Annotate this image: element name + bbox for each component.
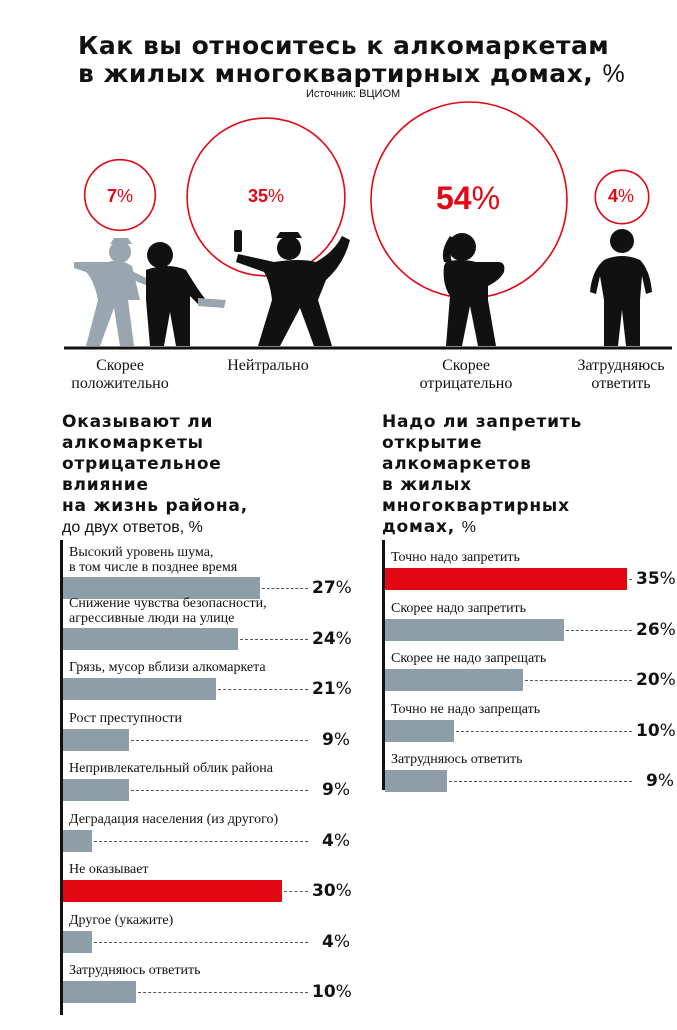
leader-line (262, 588, 308, 589)
happy-person-icon (74, 238, 150, 346)
bubble-neutral (186, 117, 346, 277)
bar (63, 880, 282, 902)
bubble-positive (83, 158, 157, 232)
bar-value: 9% (646, 771, 674, 791)
bar (63, 678, 217, 700)
caption-undecided: Затрудняюсь ответить (577, 357, 665, 392)
bar-value: 30% (312, 881, 352, 901)
influence-title: Оказывают ли алкомаркеты отрицательное в… (62, 412, 362, 538)
bar-value: 35% (636, 569, 676, 589)
leader-line (449, 781, 632, 782)
bar (385, 669, 523, 691)
undecided-person-icon (590, 229, 652, 346)
leader-line (456, 730, 632, 732)
leader-line (218, 689, 308, 690)
leader-line (130, 739, 308, 741)
bubble-label-neutral: 35% (247, 186, 285, 206)
leader-line (525, 680, 632, 681)
bar (385, 568, 627, 590)
bar (63, 829, 93, 852)
bar (385, 770, 448, 792)
bar-value: 21% (312, 679, 352, 699)
axis-line (382, 540, 385, 790)
leader-line (138, 992, 308, 993)
caption-positive: Скорее положительно (71, 357, 169, 392)
neutral-person-icon (234, 230, 350, 346)
bar-label: Точно не надо запрещать (391, 701, 541, 717)
leader-line (628, 579, 632, 580)
attitude-bubble-chart (64, 101, 672, 350)
chart-title: Как вы относитесь к алкомаркетам в жилых… (78, 31, 668, 89)
bar (63, 930, 93, 953)
bubble-label-positive: 7% (106, 186, 134, 206)
leader-line (130, 790, 308, 791)
bar-label: Непривлекательный облик района (69, 761, 273, 776)
bar (63, 779, 129, 801)
leader-line (94, 840, 308, 842)
influence-subtitle: до двух ответов, % (62, 519, 203, 536)
bar (385, 618, 565, 641)
bar-label: Снижение чувства безопасности, агрессивны… (69, 595, 267, 626)
bar-label: Рост преступности (69, 710, 182, 726)
bubble-label-negative: 54% (435, 180, 501, 216)
bar-value: 9% (322, 729, 350, 750)
leader-line (566, 629, 632, 631)
bar-label: Другое (укажите) (69, 912, 174, 928)
caption-negative: Скорее отрицательно (419, 357, 513, 392)
bar-label: Затрудняюсь ответить (391, 752, 523, 767)
bubble-undecided (594, 169, 650, 225)
bar-value: 27% (312, 578, 352, 598)
bar (385, 719, 454, 742)
bar-label: Грязь, мусор вблизи алкомаркета (69, 660, 266, 675)
title-line-2: в жилых многоквартирных домах, (78, 59, 594, 88)
title-unit: % (602, 60, 626, 88)
bar-value: 4% (322, 931, 350, 952)
negative-person-icon (442, 233, 505, 346)
source-note: Источник: ВЦИОМ (306, 88, 401, 100)
bar-label: Деградация населения (из другого) (69, 811, 279, 827)
bubble-label-undecided: 4% (607, 186, 635, 206)
leader-line (284, 891, 308, 892)
bar-value: 4% (322, 830, 350, 851)
bar-label: Затрудняюсь ответить (69, 963, 201, 978)
ban-title: Надо ли запретить открытие алкомаркетов … (382, 412, 583, 537)
title-line-1: Как вы относитесь к алкомаркетам (78, 31, 610, 60)
bar (63, 981, 136, 1003)
bar-label: Высокий уровень шума, в том числе в поздн… (69, 545, 238, 575)
bar-value: 10% (636, 720, 676, 741)
leader-line (94, 941, 308, 943)
bar-label: Скорее не надо запрещать (391, 651, 547, 666)
bar-value: 20% (636, 670, 676, 690)
bar-value: 9% (322, 780, 350, 800)
bar (63, 728, 129, 751)
bar (63, 577, 261, 599)
bottle-holder-person-icon (146, 242, 226, 346)
bar-label: Скорее надо запретить (391, 600, 527, 616)
axis-line (60, 540, 63, 1015)
bar (63, 627, 239, 650)
bar-value: 26% (636, 619, 676, 640)
leader-line (240, 638, 308, 640)
bar-label: Точно надо запретить (391, 550, 520, 565)
bar-label: Не оказывает (69, 862, 149, 877)
bar-value: 10% (312, 982, 352, 1002)
bar-value: 24% (312, 628, 352, 649)
caption-neutral: Нейтрально (227, 357, 309, 374)
